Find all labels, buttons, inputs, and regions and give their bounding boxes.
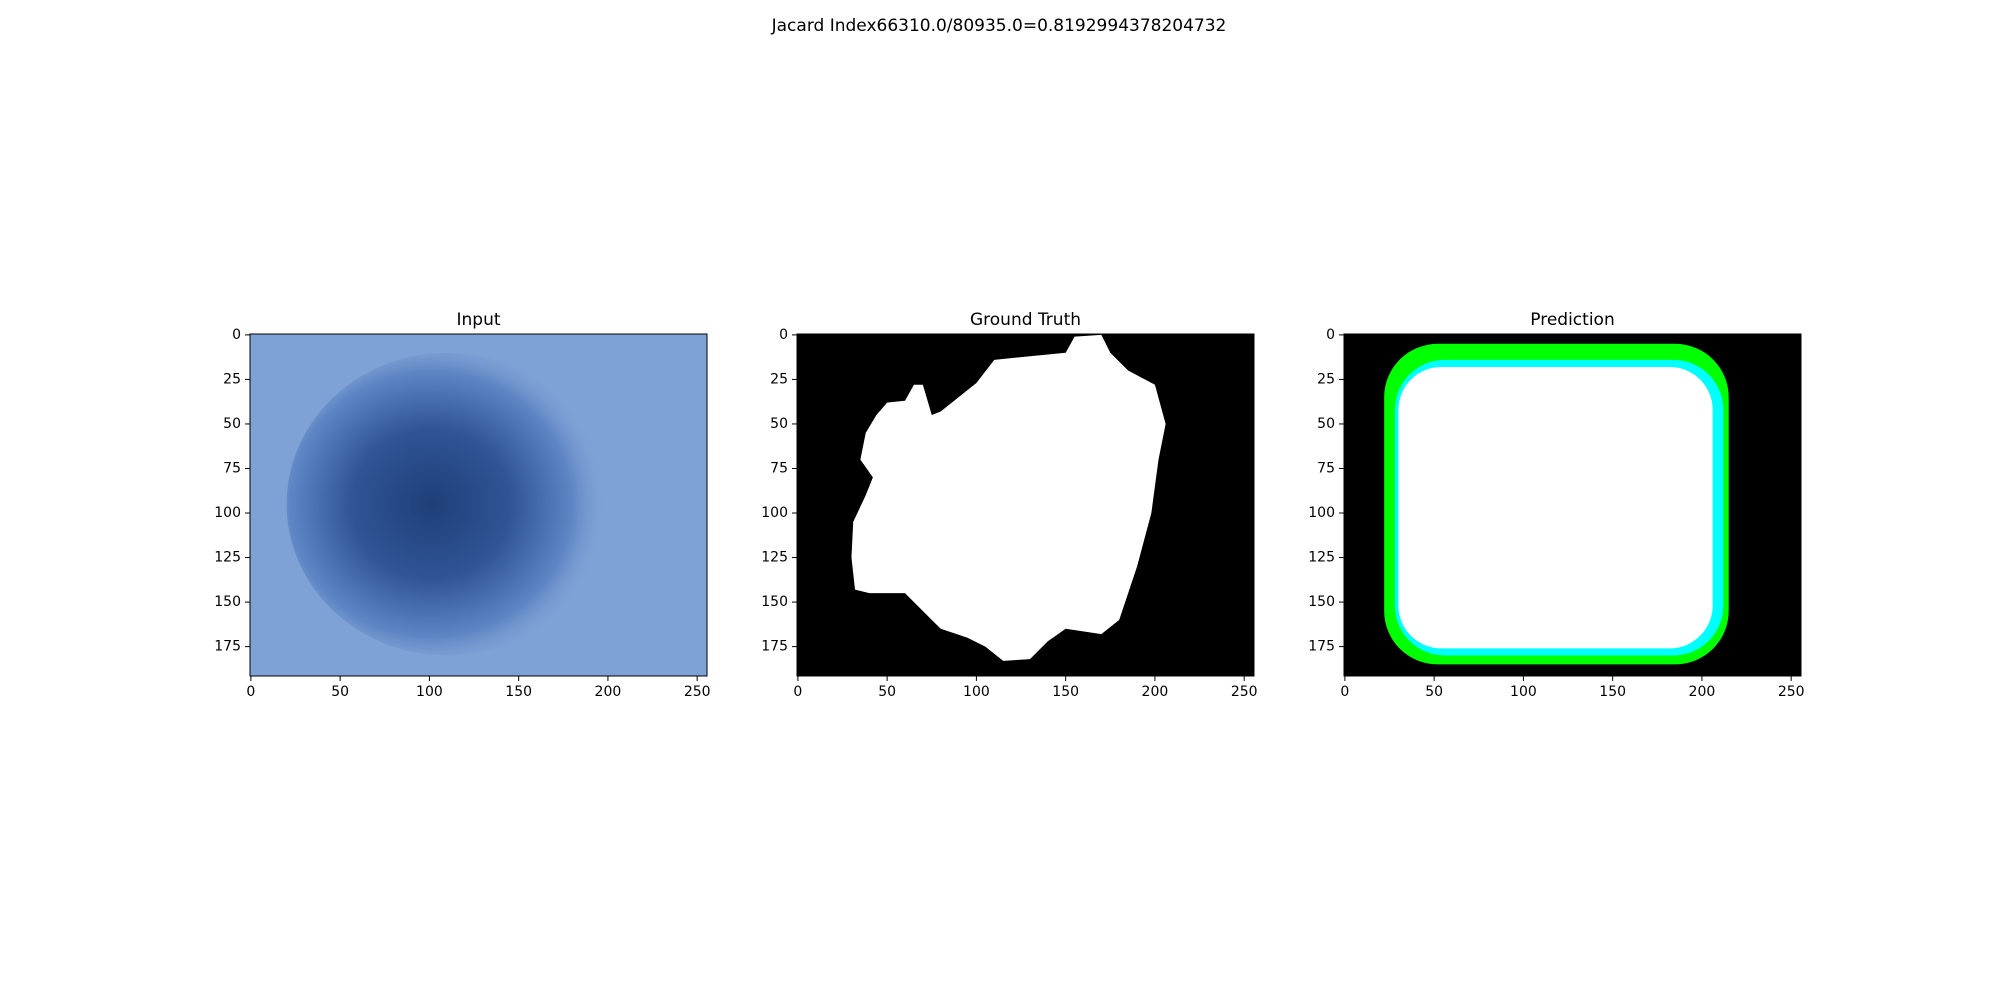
lesion: [286, 352, 608, 656]
x-tick-label: 150: [1599, 684, 1626, 700]
y-tick-label: 0: [232, 327, 241, 343]
x-tick-label: 50: [878, 684, 896, 700]
panel-title: Input: [456, 310, 500, 330]
axes-frame: [796, 333, 1255, 677]
x-tick-label: 250: [1231, 684, 1258, 700]
panel-image: [1344, 334, 1801, 676]
x-tick-label: 0: [246, 684, 255, 700]
x-tick-label: 150: [505, 684, 532, 700]
y-tick-label: 100: [1308, 505, 1335, 521]
y-tick-label: 100: [761, 505, 788, 521]
x-tick-label: 100: [963, 684, 990, 700]
x-tick-label: 250: [1778, 684, 1805, 700]
x-tick-label: 200: [1142, 684, 1169, 700]
panel-title: Ground Truth: [970, 310, 1081, 330]
y-tick-label: 50: [223, 416, 241, 432]
x-tick-label: 100: [416, 684, 443, 700]
axes-frame: [249, 333, 708, 677]
y-tick-label: 150: [214, 594, 241, 610]
y-tick-label: 125: [761, 550, 788, 566]
y-tick-label: 50: [1317, 416, 1335, 432]
x-tick-label: 0: [1340, 684, 1349, 700]
y-tick-label: 150: [1308, 594, 1335, 610]
x-tick-label: 150: [1052, 684, 1079, 700]
y-tick-label: 175: [214, 639, 241, 655]
panel-image: [250, 334, 707, 676]
y-tick-label: 75: [1317, 460, 1335, 476]
y-tick-label: 175: [761, 639, 788, 655]
y-tick-label: 75: [223, 460, 241, 476]
axes-frame: [1343, 333, 1802, 677]
x-tick-label: 100: [1510, 684, 1537, 700]
y-tick-label: 175: [1308, 639, 1335, 655]
x-tick-label: 0: [793, 684, 802, 700]
panel-image: [797, 334, 1254, 676]
x-tick-label: 50: [1425, 684, 1443, 700]
y-tick-label: 125: [214, 550, 241, 566]
y-tick-label: 125: [1308, 550, 1335, 566]
y-tick-label: 25: [1317, 371, 1335, 387]
y-tick-label: 100: [214, 505, 241, 521]
panel-title: Prediction: [1530, 310, 1614, 330]
y-tick-label: 25: [223, 371, 241, 387]
y-tick-label: 0: [779, 327, 788, 343]
y-tick-label: 50: [770, 416, 788, 432]
predicted-region: [1398, 366, 1713, 649]
y-tick-label: 75: [770, 460, 788, 476]
mask-region: [851, 334, 1166, 661]
figure-title: Jacard Index66310.0/80935.0=0.8192994378…: [771, 16, 1227, 36]
x-tick-label: 200: [595, 684, 622, 700]
y-tick-label: 25: [770, 371, 788, 387]
x-tick-label: 50: [331, 684, 349, 700]
x-tick-label: 250: [684, 684, 711, 700]
x-tick-label: 200: [1689, 684, 1716, 700]
y-tick-label: 150: [761, 594, 788, 610]
y-tick-label: 0: [1326, 327, 1335, 343]
